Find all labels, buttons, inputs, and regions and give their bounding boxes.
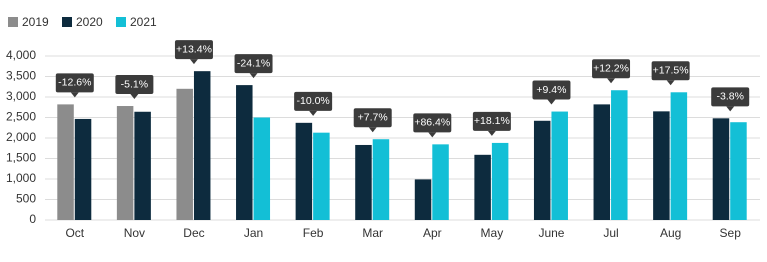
- annotation-box: [472, 111, 511, 131]
- x-tick-label: Aug: [660, 226, 681, 240]
- bar: [414, 179, 432, 220]
- x-tick-label: Dec: [183, 226, 204, 240]
- bar: [372, 139, 390, 220]
- x-tick-label: Mar: [362, 226, 383, 240]
- annotation: +18.1%: [474, 115, 510, 127]
- legend-label: 2019: [22, 15, 49, 29]
- y-tick-label: 4,000: [6, 48, 36, 62]
- legend-label: 2020: [76, 15, 103, 29]
- bar: [653, 111, 670, 220]
- y-tick-label: 1,500: [6, 151, 36, 165]
- annotation: -3.8%: [716, 91, 743, 103]
- x-tick-label: May: [481, 226, 504, 240]
- annotation-box: [592, 59, 631, 79]
- x-tick-label: Apr: [423, 226, 442, 240]
- x-tick-label: Feb: [303, 226, 324, 240]
- annotation-box: [651, 61, 690, 81]
- annotation: -10.0%: [296, 95, 329, 107]
- x-tick-label: Oct: [65, 226, 84, 240]
- bar: [253, 117, 271, 220]
- x-tick-label: June: [538, 226, 564, 240]
- bar: [355, 144, 372, 220]
- annotation: +7.7%: [358, 112, 388, 124]
- annotation-box: [174, 40, 213, 60]
- bar: [432, 144, 449, 220]
- annotation-pointer: [368, 127, 377, 133]
- annotation: +9.4%: [536, 84, 566, 96]
- annotation-box: [353, 108, 392, 128]
- annotation: +12.2%: [593, 63, 629, 75]
- y-tick-label: 500: [16, 192, 36, 206]
- bar: [491, 142, 509, 220]
- x-tick-label: Jan: [244, 226, 263, 240]
- bar: [474, 154, 491, 220]
- annotation-box: [413, 113, 452, 133]
- y-tick-label: 2,000: [6, 130, 36, 144]
- y-tick-label: 0: [29, 212, 36, 226]
- legend-label: 2021: [130, 15, 157, 29]
- bar: [134, 111, 151, 220]
- y-tick-label: 1,000: [6, 171, 36, 185]
- y-tick-label: 3,000: [6, 89, 36, 103]
- annotation: +86.4%: [414, 117, 450, 129]
- bar: [193, 71, 211, 220]
- annotation: +13.4%: [176, 43, 212, 55]
- bar: [176, 88, 193, 220]
- annotation-box: [294, 91, 333, 111]
- bar: [313, 132, 330, 220]
- legend-swatch: [62, 17, 72, 27]
- y-tick-label: 3,500: [6, 69, 36, 83]
- annotation-pointer: [487, 130, 496, 136]
- x-tick-label: Jul: [603, 226, 618, 240]
- annotation-pointer: [309, 110, 318, 116]
- bar: [670, 92, 688, 220]
- annotation-box: [234, 54, 273, 74]
- annotation-pointer: [70, 92, 79, 98]
- annotation-pointer: [547, 99, 556, 105]
- annotation-pointer: [130, 94, 139, 100]
- bar: [236, 85, 253, 220]
- annotation: -24.1%: [237, 57, 270, 69]
- annotation-pointer: [607, 78, 616, 84]
- bar: [730, 122, 747, 220]
- bar: [74, 118, 92, 220]
- bar: [116, 106, 134, 220]
- bar: [593, 104, 611, 220]
- bar: [295, 122, 313, 220]
- annotation: +17.5%: [653, 65, 689, 77]
- annotation: -12.6%: [58, 77, 91, 89]
- annotation-box: [711, 87, 750, 107]
- x-tick-label: Sep: [720, 226, 742, 240]
- x-tick-label: Nov: [124, 226, 145, 240]
- legend-swatch: [116, 17, 126, 27]
- annotation-box: [55, 73, 94, 93]
- annotation-pointer: [428, 132, 437, 138]
- y-tick-label: 2,500: [6, 110, 36, 124]
- annotation-pointer: [726, 106, 735, 112]
- bar: [712, 118, 730, 220]
- annotation-box: [532, 80, 571, 100]
- annotation-pointer: [249, 73, 258, 79]
- bar: [533, 120, 551, 220]
- bar: [551, 111, 568, 220]
- bar: [57, 104, 74, 220]
- bar: [611, 90, 628, 220]
- annotation-box: [115, 75, 154, 95]
- legend-swatch: [8, 17, 18, 27]
- annotation-pointer: [666, 80, 675, 86]
- annotation-pointer: [189, 59, 198, 65]
- annotation: -5.1%: [121, 78, 148, 90]
